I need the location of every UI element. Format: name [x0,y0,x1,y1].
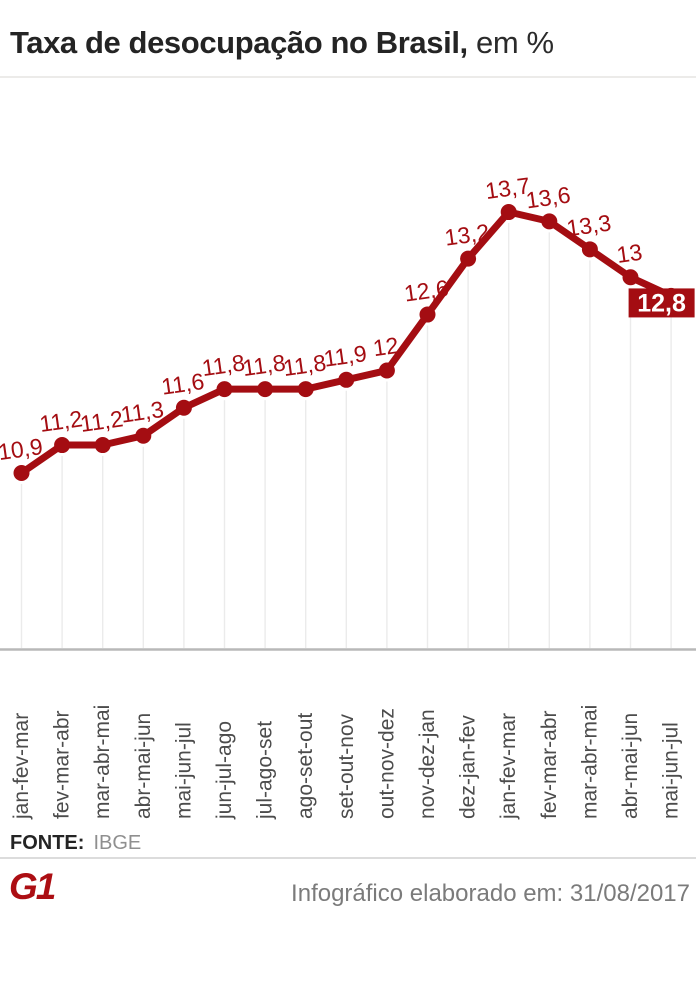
data-point-marker [54,437,71,454]
chart-title: Taxa de desocupação no Brasil, em % [10,25,554,60]
point-value-label: 11,3 [119,396,165,428]
data-point-marker [297,381,314,398]
point-value-label: 13,2 [443,219,491,251]
source-value: IBGE [93,832,142,854]
x-axis-label: abr-mai-jun [132,713,155,819]
x-axis-label: out-nov-dez [375,708,398,819]
chart-title-main: Taxa de desocupação no Brasil, [10,25,468,60]
point-value-label: 11,2 [38,405,84,437]
x-axis-label: mai-jun-jul [172,722,195,819]
x-axis-label: mar-abr-mai [91,705,114,819]
point-value-label: 10,9 [0,433,44,465]
x-axis-label: jun-jul-ago [213,721,236,820]
x-axis-label: mar-abr-mai [578,705,601,819]
point-value-label: 13,7 [484,172,532,204]
chart-title-unit: em % [467,25,554,60]
data-point-marker [419,306,436,323]
point-value-label: 13,3 [565,209,613,241]
point-value-label: 11,8 [241,349,287,381]
data-point-marker [13,465,30,481]
x-axis-label: fev-mar-abr [538,710,561,819]
credit-text: Infográfico elaborado em: 31/08/2017 [291,880,690,907]
data-point-marker [460,250,477,267]
x-axis-label: jul-ago-set [254,721,277,820]
title-separator [0,76,696,78]
g1-logo-text: G1 [9,866,55,907]
point-value-label: 11,8 [200,349,246,381]
highlight-value-text: 12,8 [637,289,686,317]
x-axis-label: fev-mar-abr [51,710,74,819]
point-value-label: 13,6 [524,181,572,213]
data-point-marker [500,204,517,221]
data-point-marker [622,269,639,286]
source-row: FONTE: IBGE [10,832,141,855]
source-label: FONTE: [10,832,85,854]
unemployment-line-chart: 10,911,211,211,311,611,811,811,811,9 1212… [0,172,696,820]
footer-separator [0,857,696,859]
highlight-value-box [628,288,695,318]
data-point-marker [378,362,395,379]
data-point-marker [257,381,274,398]
point-value-label: 11,2 [78,405,124,437]
x-axis-label: jan-fev-mar [10,713,33,820]
data-point-marker [94,437,111,454]
g1-logo-svg: G1 [9,866,57,907]
point-value-label: 13 [615,239,644,268]
x-axis-label: mai-jun-jul [660,722,683,819]
g1-logo: G1 [8,866,68,908]
point-value-label: 11,9 [322,340,368,372]
x-axis-label: jan-fev-mar [497,713,520,820]
x-axis-label: abr-mai-jun [619,713,642,819]
x-axis-label: nov-dez-jan [416,709,439,819]
data-point-marker [338,371,355,388]
x-axis-label: dez-jan-fev [457,715,480,819]
data-point-marker [581,241,598,258]
point-value-label: 12,6 [402,275,450,307]
x-axis-label: ago-set-out [294,713,317,819]
point-value-label: 11,8 [281,349,327,381]
data-point-marker [175,399,192,416]
point-value-label: 12 [371,332,400,361]
data-point-marker [216,381,233,398]
point-value-label: 11,6 [160,368,206,400]
x-axis-label: set-out-nov [335,713,358,819]
data-point-marker [135,427,152,444]
data-point-marker [541,213,558,230]
